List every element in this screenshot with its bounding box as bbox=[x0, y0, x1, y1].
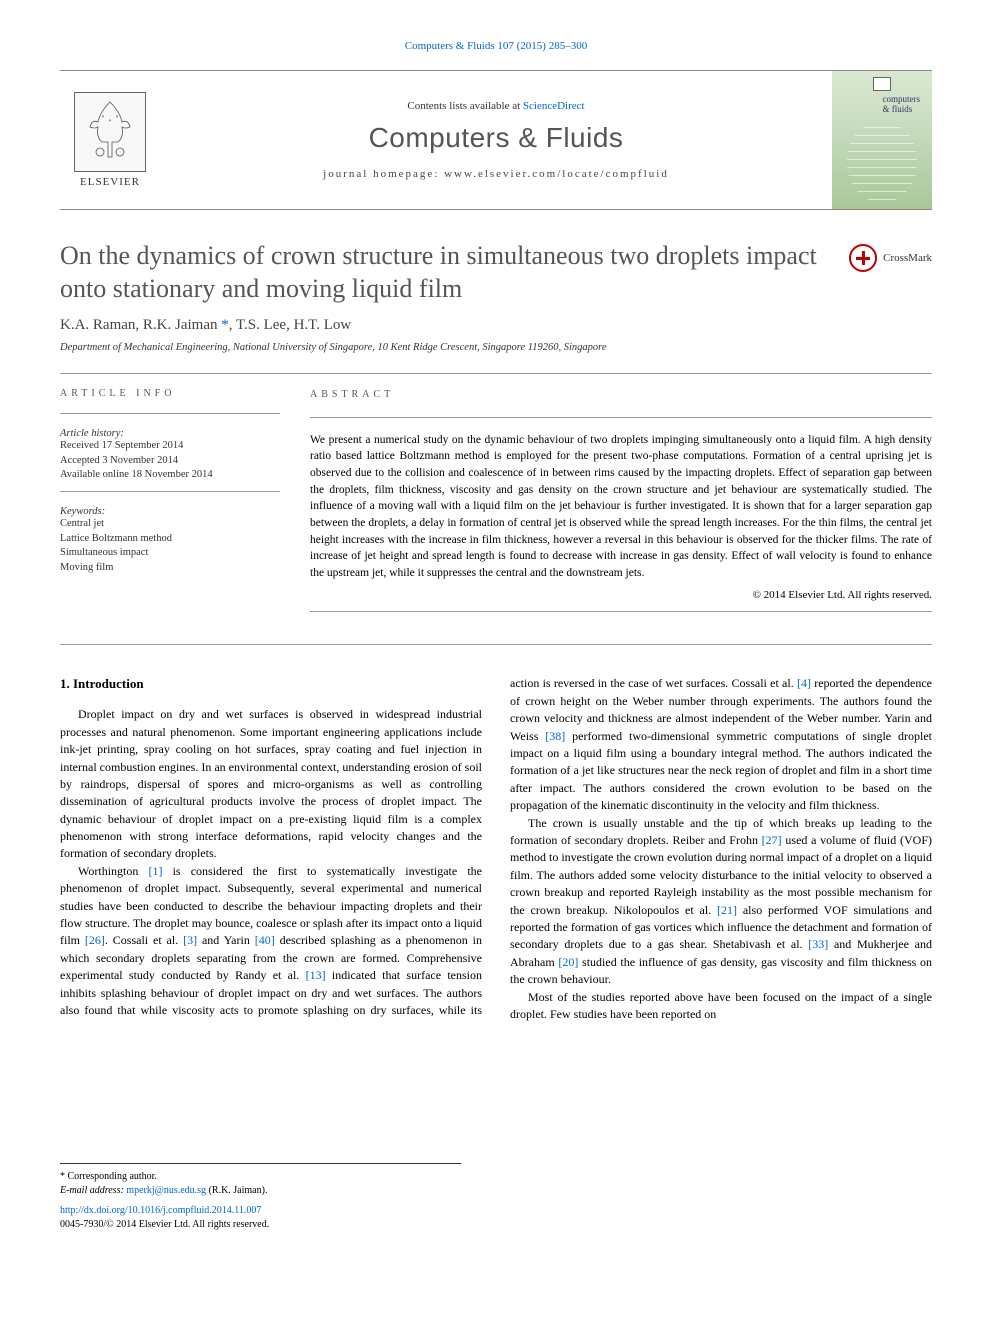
info-abstract-row: ARTICLE INFO Article history: Received 1… bbox=[60, 388, 932, 626]
header-center: Contents lists available at ScienceDirec… bbox=[160, 71, 832, 209]
ref-link[interactable]: [33] bbox=[808, 937, 828, 951]
section-heading-introduction: 1. Introduction bbox=[60, 675, 482, 694]
keyword: Moving film bbox=[60, 561, 280, 576]
abstract-block: ABSTRACT We present a numerical study on… bbox=[310, 388, 932, 626]
publisher-name: ELSEVIER bbox=[80, 176, 140, 188]
ref-link[interactable]: [20] bbox=[558, 955, 578, 969]
keyword: Lattice Boltzmann method bbox=[60, 532, 280, 547]
crossmark-badge[interactable]: CrossMark bbox=[849, 244, 932, 272]
email-prefix: E-mail address: bbox=[60, 1185, 126, 1196]
ref-link[interactable]: [38] bbox=[545, 729, 565, 743]
doi-link[interactable]: http://dx.doi.org/10.1016/j.compfluid.20… bbox=[60, 1205, 261, 1216]
body-paragraph: The crown is usually unstable and the ti… bbox=[510, 815, 932, 989]
top-citation: Computers & Fluids 107 (2015) 285–300 bbox=[60, 40, 932, 52]
ref-link[interactable]: [4] bbox=[797, 676, 811, 690]
cover-title: computers & fluids bbox=[883, 95, 921, 115]
divider bbox=[60, 373, 932, 374]
text: . Cossali et al. bbox=[105, 933, 183, 947]
footnotes-block: * Corresponding author. E-mail address: … bbox=[60, 1163, 461, 1232]
corresponding-author-note: * Corresponding author. bbox=[60, 1170, 461, 1184]
crossmark-icon bbox=[849, 244, 877, 272]
contents-available-line: Contents lists available at ScienceDirec… bbox=[407, 100, 584, 112]
history-label: Article history: bbox=[60, 428, 280, 439]
divider bbox=[310, 417, 932, 418]
homepage-prefix: journal homepage: bbox=[323, 168, 444, 180]
journal-name: Computers & Fluids bbox=[369, 122, 624, 154]
keyword: Simultaneous impact bbox=[60, 546, 280, 561]
body-columns: 1. Introduction Droplet impact on dry an… bbox=[60, 675, 932, 1023]
footnote-text: Corresponding author. bbox=[68, 1171, 157, 1182]
article-info-label: ARTICLE INFO bbox=[60, 388, 280, 399]
journal-homepage: journal homepage: www.elsevier.com/locat… bbox=[323, 168, 669, 180]
authors-line: K.A. Raman, R.K. Jaiman *, T.S. Lee, H.T… bbox=[60, 317, 932, 334]
elsevier-tree-icon bbox=[74, 92, 146, 172]
abstract-copyright: © 2014 Elsevier Ltd. All rights reserved… bbox=[310, 588, 932, 604]
journal-cover-thumbnail: computers & fluids bbox=[832, 71, 932, 209]
corresponding-author-mark[interactable]: * bbox=[221, 317, 229, 333]
email-link[interactable]: mperkj@nus.edu.sg bbox=[126, 1185, 206, 1196]
body-paragraph: Droplet impact on dry and wet surfaces i… bbox=[60, 706, 482, 863]
divider bbox=[60, 491, 280, 492]
ref-link[interactable]: [3] bbox=[183, 933, 197, 947]
keywords-label: Keywords: bbox=[60, 506, 280, 517]
ref-link[interactable]: [27] bbox=[762, 833, 782, 847]
history-received: Received 17 September 2014 bbox=[60, 439, 280, 454]
article-info-block: ARTICLE INFO Article history: Received 1… bbox=[60, 388, 280, 626]
crossmark-label: CrossMark bbox=[883, 252, 932, 264]
journal-header-band: ELSEVIER Contents lists available at Sci… bbox=[60, 70, 932, 210]
article-title: On the dynamics of crown structure in si… bbox=[60, 240, 820, 305]
abstract-text: We present a numerical study on the dyna… bbox=[310, 432, 932, 582]
ref-link[interactable]: [21] bbox=[717, 903, 737, 917]
body-wrapper: 1. Introduction Droplet impact on dry an… bbox=[60, 675, 932, 1232]
sciencedirect-link[interactable]: ScienceDirect bbox=[523, 100, 585, 112]
section-divider bbox=[60, 644, 932, 645]
affiliation: Department of Mechanical Engineering, Na… bbox=[60, 342, 932, 353]
history-online: Available online 18 November 2014 bbox=[60, 468, 280, 483]
cover-title-line2: & fluids bbox=[883, 104, 913, 114]
abstract-label: ABSTRACT bbox=[310, 388, 932, 403]
issn-copyright: 0045-7930/© 2014 Elsevier Ltd. All right… bbox=[60, 1219, 269, 1230]
cover-waves-icon bbox=[847, 123, 917, 203]
authors-part2: , T.S. Lee, H.T. Low bbox=[229, 317, 351, 333]
body-paragraph: Most of the studies reported above have … bbox=[510, 989, 932, 1024]
page: Computers & Fluids 107 (2015) 285–300 EL… bbox=[0, 0, 992, 1282]
doi-block: http://dx.doi.org/10.1016/j.compfluid.20… bbox=[60, 1204, 461, 1232]
footnote-mark: * bbox=[60, 1171, 68, 1182]
ref-link[interactable]: [40] bbox=[255, 933, 275, 947]
divider bbox=[310, 611, 932, 612]
text: performed two-dimensional symmetric comp… bbox=[510, 729, 932, 813]
article-header: On the dynamics of crown structure in si… bbox=[60, 240, 932, 353]
homepage-url: www.elsevier.com/locate/compfluid bbox=[444, 168, 669, 180]
citation-link[interactable]: Computers & Fluids 107 (2015) 285–300 bbox=[405, 40, 587, 52]
ref-link[interactable]: [1] bbox=[148, 864, 162, 878]
publisher-logo: ELSEVIER bbox=[60, 71, 160, 209]
divider bbox=[60, 413, 280, 414]
text: Worthington bbox=[78, 864, 148, 878]
history-accepted: Accepted 3 November 2014 bbox=[60, 454, 280, 469]
ref-link[interactable]: [13] bbox=[306, 968, 326, 982]
cover-title-line1: computers bbox=[883, 94, 921, 104]
ref-link[interactable]: [26] bbox=[85, 933, 105, 947]
email-line: E-mail address: mperkj@nus.edu.sg (R.K. … bbox=[60, 1184, 461, 1198]
authors-part1: K.A. Raman, R.K. Jaiman bbox=[60, 317, 221, 333]
text: and Yarin bbox=[197, 933, 255, 947]
contents-prefix: Contents lists available at bbox=[407, 100, 522, 112]
keyword: Central jet bbox=[60, 517, 280, 532]
email-suffix: (R.K. Jaiman). bbox=[206, 1185, 267, 1196]
cover-badge-icon bbox=[873, 77, 891, 91]
